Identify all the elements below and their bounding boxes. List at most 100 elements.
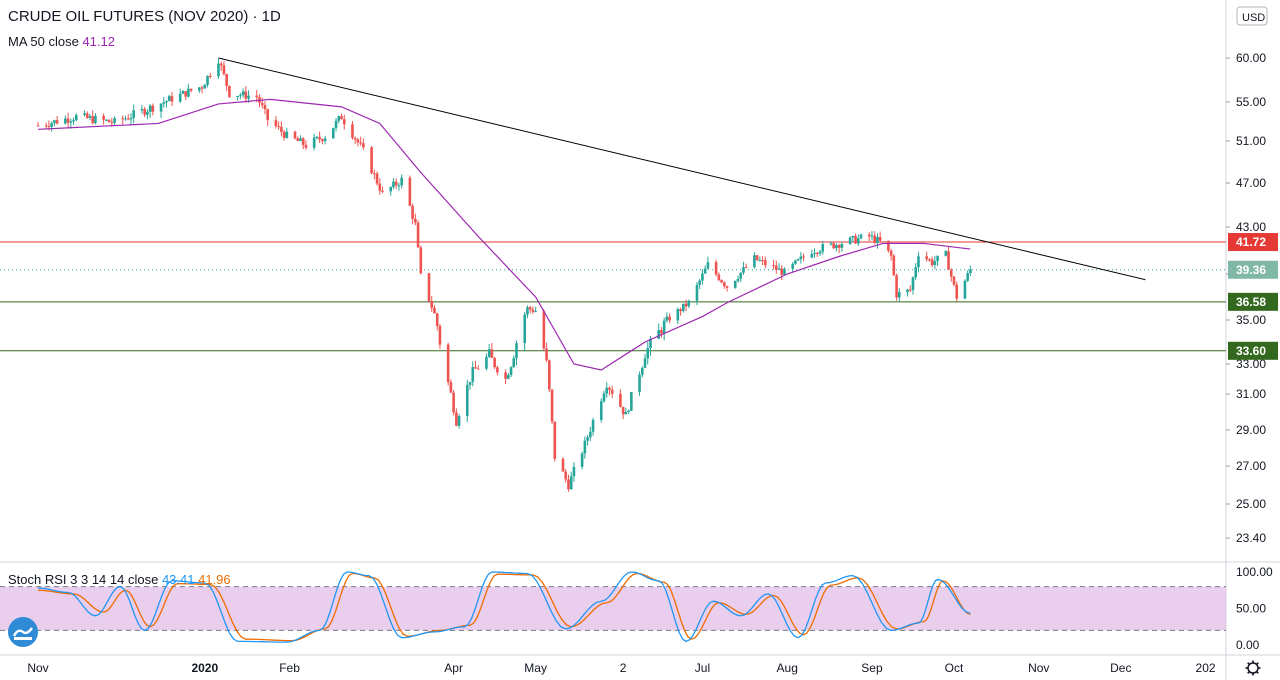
candle-body[interactable] [878,237,882,241]
candle-body[interactable] [572,466,576,477]
candle-body[interactable] [487,349,491,357]
candle-body[interactable] [255,95,259,98]
candle-body[interactable] [304,144,308,148]
ma-legend[interactable]: MA 50 close 41.12 [8,34,115,49]
candle-body[interactable] [64,118,67,124]
candle-body[interactable] [602,393,606,402]
candle-body[interactable] [638,374,641,392]
candle-body[interactable] [783,268,786,275]
candle-body[interactable] [430,301,434,308]
candle-body[interactable] [189,88,193,91]
candle-body[interactable] [274,120,278,127]
candle-body[interactable] [684,303,688,307]
candle-body[interactable] [438,326,442,345]
candle-body[interactable] [419,247,423,274]
candle-body[interactable] [723,282,726,287]
candle-body[interactable] [446,344,450,383]
candle-body[interactable] [777,268,781,270]
candle-body[interactable] [485,356,488,369]
stoch-k-line[interactable] [37,571,971,643]
candle-body[interactable] [813,252,816,255]
candle-body[interactable] [720,280,723,283]
candle-body[interactable] [780,268,784,275]
candle-body[interactable] [714,262,718,275]
candle-body[interactable] [159,103,163,112]
candle-body[interactable] [239,95,242,97]
candle-body[interactable] [151,105,155,112]
candle-body[interactable] [315,136,319,138]
symbol-title[interactable]: CRUDE OIL FUTURES (NOV 2020) [8,8,249,25]
candle-body[interactable] [47,125,51,127]
stoch-d-line[interactable] [37,572,971,642]
candle-body[interactable] [895,275,898,298]
candle-body[interactable] [449,382,453,393]
candle-body[interactable] [323,138,327,142]
candle-body[interactable] [753,255,756,268]
candle-body[interactable] [725,286,729,288]
candle-body[interactable] [178,93,182,102]
candle-body[interactable] [703,268,707,274]
candle-body[interactable] [299,138,302,141]
candle-body[interactable] [802,256,805,258]
candle-body[interactable] [219,63,223,66]
candle-body[interactable] [457,416,461,426]
candle-body[interactable] [121,118,125,120]
candle-body[interactable] [277,126,280,128]
candle-body[interactable] [427,273,431,302]
candle-body[interactable] [340,116,343,120]
candle-body[interactable] [933,261,937,266]
candle-body[interactable] [165,101,168,103]
candle-body[interactable] [840,244,844,248]
candle-body[interactable] [359,142,362,144]
candle-body[interactable] [342,119,346,125]
candle-body[interactable] [83,113,86,116]
candle-body[interactable] [583,440,587,454]
candle-body[interactable] [534,311,537,313]
candle-body[interactable] [452,392,455,413]
currency-badge[interactable] [1236,6,1268,26]
candle-body[interactable] [381,190,384,192]
candle-body[interactable] [772,265,775,267]
candle-body[interactable] [739,272,743,279]
candle-body[interactable] [285,131,289,138]
candle-body[interactable] [660,330,663,334]
candle-body[interactable] [225,74,228,86]
settings-gear-icon[interactable] [1245,660,1261,676]
candle-body[interactable] [643,358,647,368]
candle-body[interactable] [736,278,740,281]
candle-body[interactable] [528,307,532,310]
candle-body[interactable] [474,367,477,369]
candle-body[interactable] [799,256,803,260]
candle-body[interactable] [665,316,669,321]
candle-body[interactable] [523,314,527,344]
candle-body[interactable] [640,367,644,375]
candle-body[interactable] [856,238,860,244]
candle-body[interactable] [69,121,73,123]
candle-body[interactable] [917,256,920,268]
candle-body[interactable] [280,126,283,132]
candle-body[interactable] [50,123,53,127]
candle-body[interactable] [701,273,704,281]
candle-body[interactable] [818,251,822,254]
candle-body[interactable] [627,410,630,413]
candle-body[interactable] [810,254,814,258]
candle-body[interactable] [794,260,797,264]
candle-body[interactable] [465,385,469,417]
candle-body[interactable] [167,96,171,102]
candle-body[interactable] [321,139,324,142]
candle-body[interactable] [706,262,710,269]
candle-body[interactable] [36,125,40,127]
candle-body[interactable] [755,255,759,261]
candle-body[interactable] [829,243,833,245]
candle-body[interactable] [676,309,680,321]
candle-body[interactable] [509,367,513,376]
candle-body[interactable] [110,122,114,124]
candle-body[interactable] [373,173,376,175]
candle-body[interactable] [687,300,691,307]
candle-body[interactable] [228,85,231,97]
candle-body[interactable] [143,108,146,115]
candle-body[interactable] [542,311,546,349]
candle-body[interactable] [947,251,950,270]
candle-body[interactable] [876,237,879,243]
candle-body[interactable] [605,387,609,394]
